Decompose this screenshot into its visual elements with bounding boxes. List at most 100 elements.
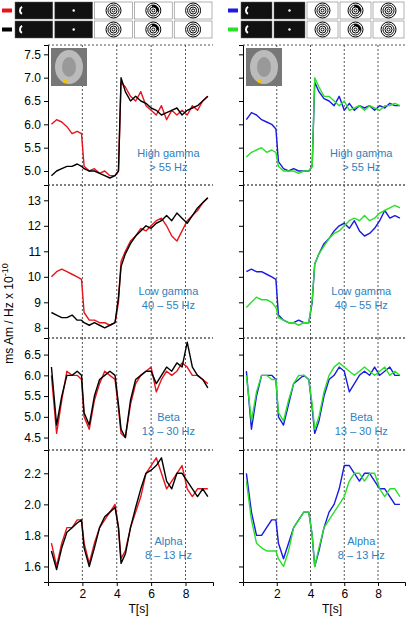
stimulus-frame: [340, 2, 371, 19]
stimulus-arc: [152, 24, 159, 31]
inset-frame: [51, 48, 87, 86]
tick-mark: [151, 582, 152, 586]
tick-label: 8: [183, 587, 190, 601]
panel-border: [48, 185, 213, 186]
tick-label: 5.5: [24, 141, 41, 155]
panel-border: [243, 185, 405, 186]
stimulus-ring: [354, 9, 357, 12]
stimulus-ring: [387, 9, 390, 12]
stimulus-frame: [307, 2, 338, 19]
stimulus-frame: [241, 21, 272, 38]
stimulus-frame: [134, 21, 172, 38]
stimulus-frame: [274, 21, 305, 38]
stimulus-ring: [348, 22, 363, 37]
tick: 2.2: [24, 467, 48, 481]
tick-mark: [239, 226, 243, 227]
stimulus-frame: [274, 2, 305, 19]
tick: [239, 78, 243, 79]
tick: [239, 328, 243, 329]
tick-label: 4: [114, 587, 121, 601]
tick-mark: [44, 226, 48, 227]
stimulus-ring: [148, 5, 159, 16]
stimulus-ring: [192, 28, 195, 31]
y-axis: [239, 186, 244, 339]
tick: [239, 226, 243, 227]
stimulus-ring: [352, 7, 359, 14]
x-axis: 2468: [49, 582, 214, 601]
y-axis-title-text: ms Am / Hz x 10: [2, 276, 16, 364]
panel: Low gamma40 – 55 Hz: [239, 185, 405, 339]
stimulus-frame: [373, 21, 404, 38]
stimulus-ring: [317, 5, 328, 16]
axis-line: [44, 451, 49, 583]
stimulus-ring: [315, 3, 330, 18]
tick: 5.5: [24, 389, 48, 403]
tick: 7.5: [24, 48, 48, 62]
tick-mark: [44, 375, 48, 376]
stimulus-ring: [146, 3, 161, 18]
x-axis-title: T[s]: [322, 602, 342, 616]
tick-mark: [239, 171, 243, 172]
tick-label: 11: [29, 245, 42, 259]
stimulus-frame: [55, 21, 93, 38]
grid-line: [116, 45, 117, 185]
stimulus-ring: [150, 26, 157, 33]
panel-title: Beta: [350, 411, 374, 423]
series-line: [51, 82, 207, 175]
panel-title: High gamma: [330, 147, 393, 159]
tick: 6.5: [24, 94, 48, 108]
panel: Beta13 – 30 Hz: [239, 338, 405, 451]
series-line: [246, 78, 400, 174]
tick-mark: [277, 582, 278, 586]
stimulus-frame: [95, 2, 133, 19]
tick: [239, 54, 243, 55]
panel-border: [243, 45, 405, 46]
tick: 7.0: [24, 71, 48, 85]
plot-lines: [51, 458, 207, 570]
tick-label: 9: [34, 296, 41, 310]
stimulus-ring: [385, 26, 392, 33]
tick: [239, 124, 243, 125]
stimulus-arc: [245, 6, 249, 15]
grid-line: [185, 185, 186, 338]
tick-mark: [239, 251, 243, 252]
grid-line: [151, 185, 152, 338]
plot-lines: [51, 198, 207, 328]
stimulus-frame: [373, 2, 404, 19]
series-line: [246, 466, 400, 567]
tick-label: 2.0: [24, 498, 41, 512]
stimulus-dot: [73, 9, 75, 11]
stimulus-ring: [319, 26, 326, 33]
tick-label: 6.0: [24, 369, 41, 383]
inset-source: [63, 79, 67, 83]
stimulus-ring: [188, 5, 199, 16]
tick: 8: [183, 582, 190, 601]
tick-label: 7.5: [24, 48, 41, 62]
tick: [239, 396, 243, 397]
stimulus-ring: [190, 7, 197, 14]
stimulus-arc: [19, 25, 23, 34]
series-line: [246, 473, 400, 566]
tick-label: 6.5: [24, 348, 41, 362]
stimulus-arc: [19, 6, 23, 15]
tick: 10: [28, 270, 48, 284]
tick: [239, 535, 243, 536]
tick: [239, 302, 243, 303]
tick: [239, 200, 243, 201]
stimulus-ring: [321, 9, 324, 12]
panel-subtitle: > 55 Hz: [342, 161, 380, 173]
stimulus-ring: [350, 5, 361, 16]
tick-label: 13: [28, 194, 42, 208]
stimulus-ring: [321, 28, 324, 31]
tick-mark: [44, 566, 48, 567]
brain-inset: [51, 48, 87, 86]
tick-mark: [44, 355, 48, 356]
inset-brain: [257, 57, 271, 77]
plot-lines: [246, 466, 400, 567]
plot-lines: [246, 205, 400, 325]
panel: 2468T[s]Alpha8 – 13 Hz: [239, 450, 406, 616]
tick: 9: [34, 296, 48, 310]
axis-line: [239, 46, 244, 186]
panel-subtitle: 8 – 13 Hz: [338, 549, 385, 561]
stimulus-dot: [288, 28, 290, 30]
